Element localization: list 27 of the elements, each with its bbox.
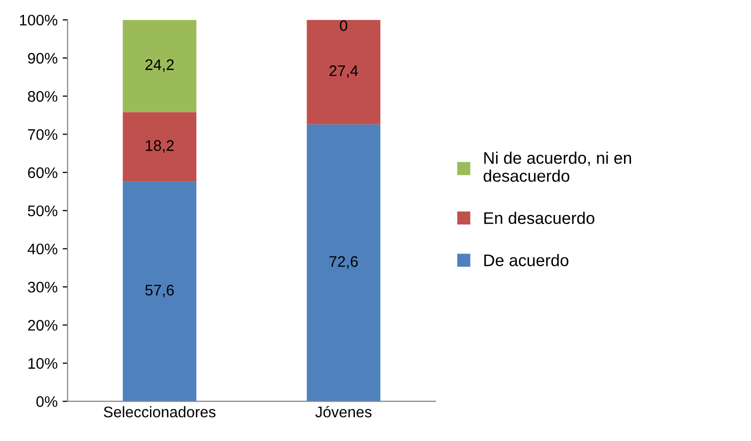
- data-label: 18,2: [146, 140, 174, 153]
- bar: [306, 20, 380, 124]
- y-tick-label: 80%: [28, 91, 58, 102]
- y-tick-label: 10%: [28, 358, 58, 369]
- x-tick-label: Jóvenes: [315, 406, 372, 418]
- legend-label: De acuerdo: [484, 254, 568, 266]
- bar: [306, 124, 380, 402]
- y-tick-label: 70%: [28, 129, 58, 140]
- y-tick-label: 0%: [36, 396, 58, 407]
- x-tick-label: Seleccionadores: [104, 406, 216, 418]
- bar: [122, 20, 196, 112]
- y-tick-label: 100%: [20, 14, 58, 26]
- y-tick-label: 30%: [28, 282, 58, 293]
- y-tick-label: 40%: [28, 244, 58, 254]
- bar: [122, 182, 196, 402]
- data-label: 27,4: [329, 65, 358, 78]
- data-label: 0: [340, 20, 348, 32]
- data-label: 72,6: [330, 256, 358, 269]
- bar: [122, 112, 196, 182]
- y-tick-label: 20%: [28, 320, 58, 331]
- y-tick-label: 90%: [28, 52, 58, 64]
- y-tick-label: 60%: [28, 167, 58, 178]
- legend-label: Ni de acuerdo, ni en desacuerdo: [484, 152, 632, 182]
- y-tick-label: 50%: [28, 205, 58, 216]
- data-label: 24,2: [145, 59, 174, 72]
- data-label: 57,6: [145, 284, 174, 298]
- legend-label: En desacuerdo: [484, 212, 594, 224]
